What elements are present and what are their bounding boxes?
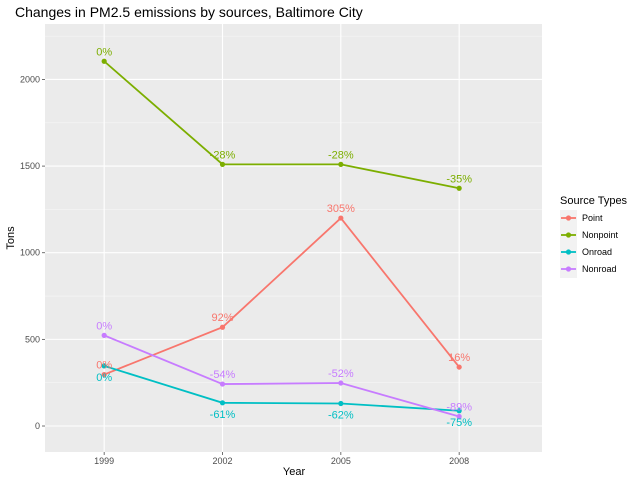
data-point-nonroad bbox=[338, 380, 344, 386]
data-point-onroad bbox=[219, 400, 226, 406]
legend-point-nonpoint bbox=[565, 232, 572, 238]
data-label-onroad: -75% bbox=[446, 417, 472, 429]
y-tick-label: 0 bbox=[35, 421, 40, 431]
data-label-onroad: 0% bbox=[96, 372, 112, 384]
y-tick-label: 2000 bbox=[20, 74, 40, 84]
data-point-nonpoint bbox=[456, 185, 462, 191]
series-line-point bbox=[103, 216, 460, 376]
legend-point-nonroad bbox=[565, 266, 572, 272]
x-tick-label: 1999 bbox=[94, 456, 114, 466]
data-point-onroad bbox=[456, 408, 462, 414]
data-label-nonroad: -54% bbox=[210, 369, 236, 381]
data-point-point bbox=[456, 364, 462, 370]
data-labels: 0% 92% 305% 16% 0% -28% -28% -35% 0% -61% -62% -75%… bbox=[96, 46, 472, 429]
series-lines bbox=[103, 60, 460, 418]
data-label-point: 16% bbox=[448, 352, 470, 364]
x-tick-label: 2002 bbox=[212, 456, 232, 466]
data-label-nonroad: -52% bbox=[328, 368, 354, 380]
legend-title: Source Types bbox=[560, 195, 628, 207]
data-point-point bbox=[101, 371, 107, 378]
chart-title: Changes in PM2.5 emissions by sources, B… bbox=[15, 4, 363, 20]
legend-point-point bbox=[565, 215, 572, 221]
x-tick-label: 2005 bbox=[331, 456, 351, 466]
legend-label-point: Point bbox=[582, 213, 603, 223]
y-tick-label: 1500 bbox=[20, 161, 40, 171]
series-points bbox=[101, 58, 462, 420]
data-label-nonroad: 0% bbox=[96, 320, 112, 332]
series-line-nonroad bbox=[103, 334, 460, 418]
data-label-nonpoint: 0% bbox=[96, 46, 112, 58]
y-tick-label: 500 bbox=[25, 334, 40, 344]
data-label-point: 305% bbox=[327, 203, 355, 215]
legend-label-onroad: Onroad bbox=[582, 247, 612, 257]
data-label-nonroad: -89% bbox=[446, 401, 472, 413]
series-line-nonpoint bbox=[103, 60, 460, 190]
data-point-onroad bbox=[101, 363, 107, 369]
data-point-point bbox=[219, 324, 226, 330]
legend-label-nonpoint: Nonpoint bbox=[582, 230, 619, 240]
data-point-nonroad bbox=[101, 332, 107, 338]
data-point-nonpoint bbox=[338, 161, 344, 167]
data-label-nonpoint: -28% bbox=[328, 149, 354, 161]
data-label-point: 0% bbox=[96, 360, 112, 372]
y-tick-label: 1000 bbox=[20, 248, 40, 258]
series-line-onroad bbox=[103, 365, 460, 412]
legend-point-onroad bbox=[565, 249, 572, 255]
data-label-onroad: -62% bbox=[328, 409, 354, 421]
data-label-onroad: -61% bbox=[210, 409, 236, 421]
data-label-nonpoint: -28% bbox=[210, 149, 236, 161]
plot-panel bbox=[45, 24, 542, 452]
data-point-onroad bbox=[338, 400, 344, 407]
data-point-nonroad bbox=[219, 381, 226, 387]
axis-ticks: 0 500 1000 1500 2000 1999 2002 2005 2008 bbox=[20, 74, 469, 466]
data-point-nonpoint bbox=[101, 58, 107, 64]
data-label-point: 92% bbox=[211, 312, 233, 324]
legend-label-nonroad: Nonroad bbox=[582, 264, 617, 274]
data-label-nonpoint: -35% bbox=[446, 173, 472, 185]
data-point-point bbox=[338, 215, 344, 221]
x-axis-title: Year bbox=[283, 466, 306, 478]
data-point-nonroad bbox=[456, 413, 462, 420]
x-tick-label: 2008 bbox=[449, 456, 469, 466]
legend: Source Types Point Nonpoint Onroad Nonroad bbox=[560, 195, 628, 278]
y-axis-title: Tons bbox=[5, 226, 17, 250]
data-point-nonpoint bbox=[219, 161, 226, 167]
